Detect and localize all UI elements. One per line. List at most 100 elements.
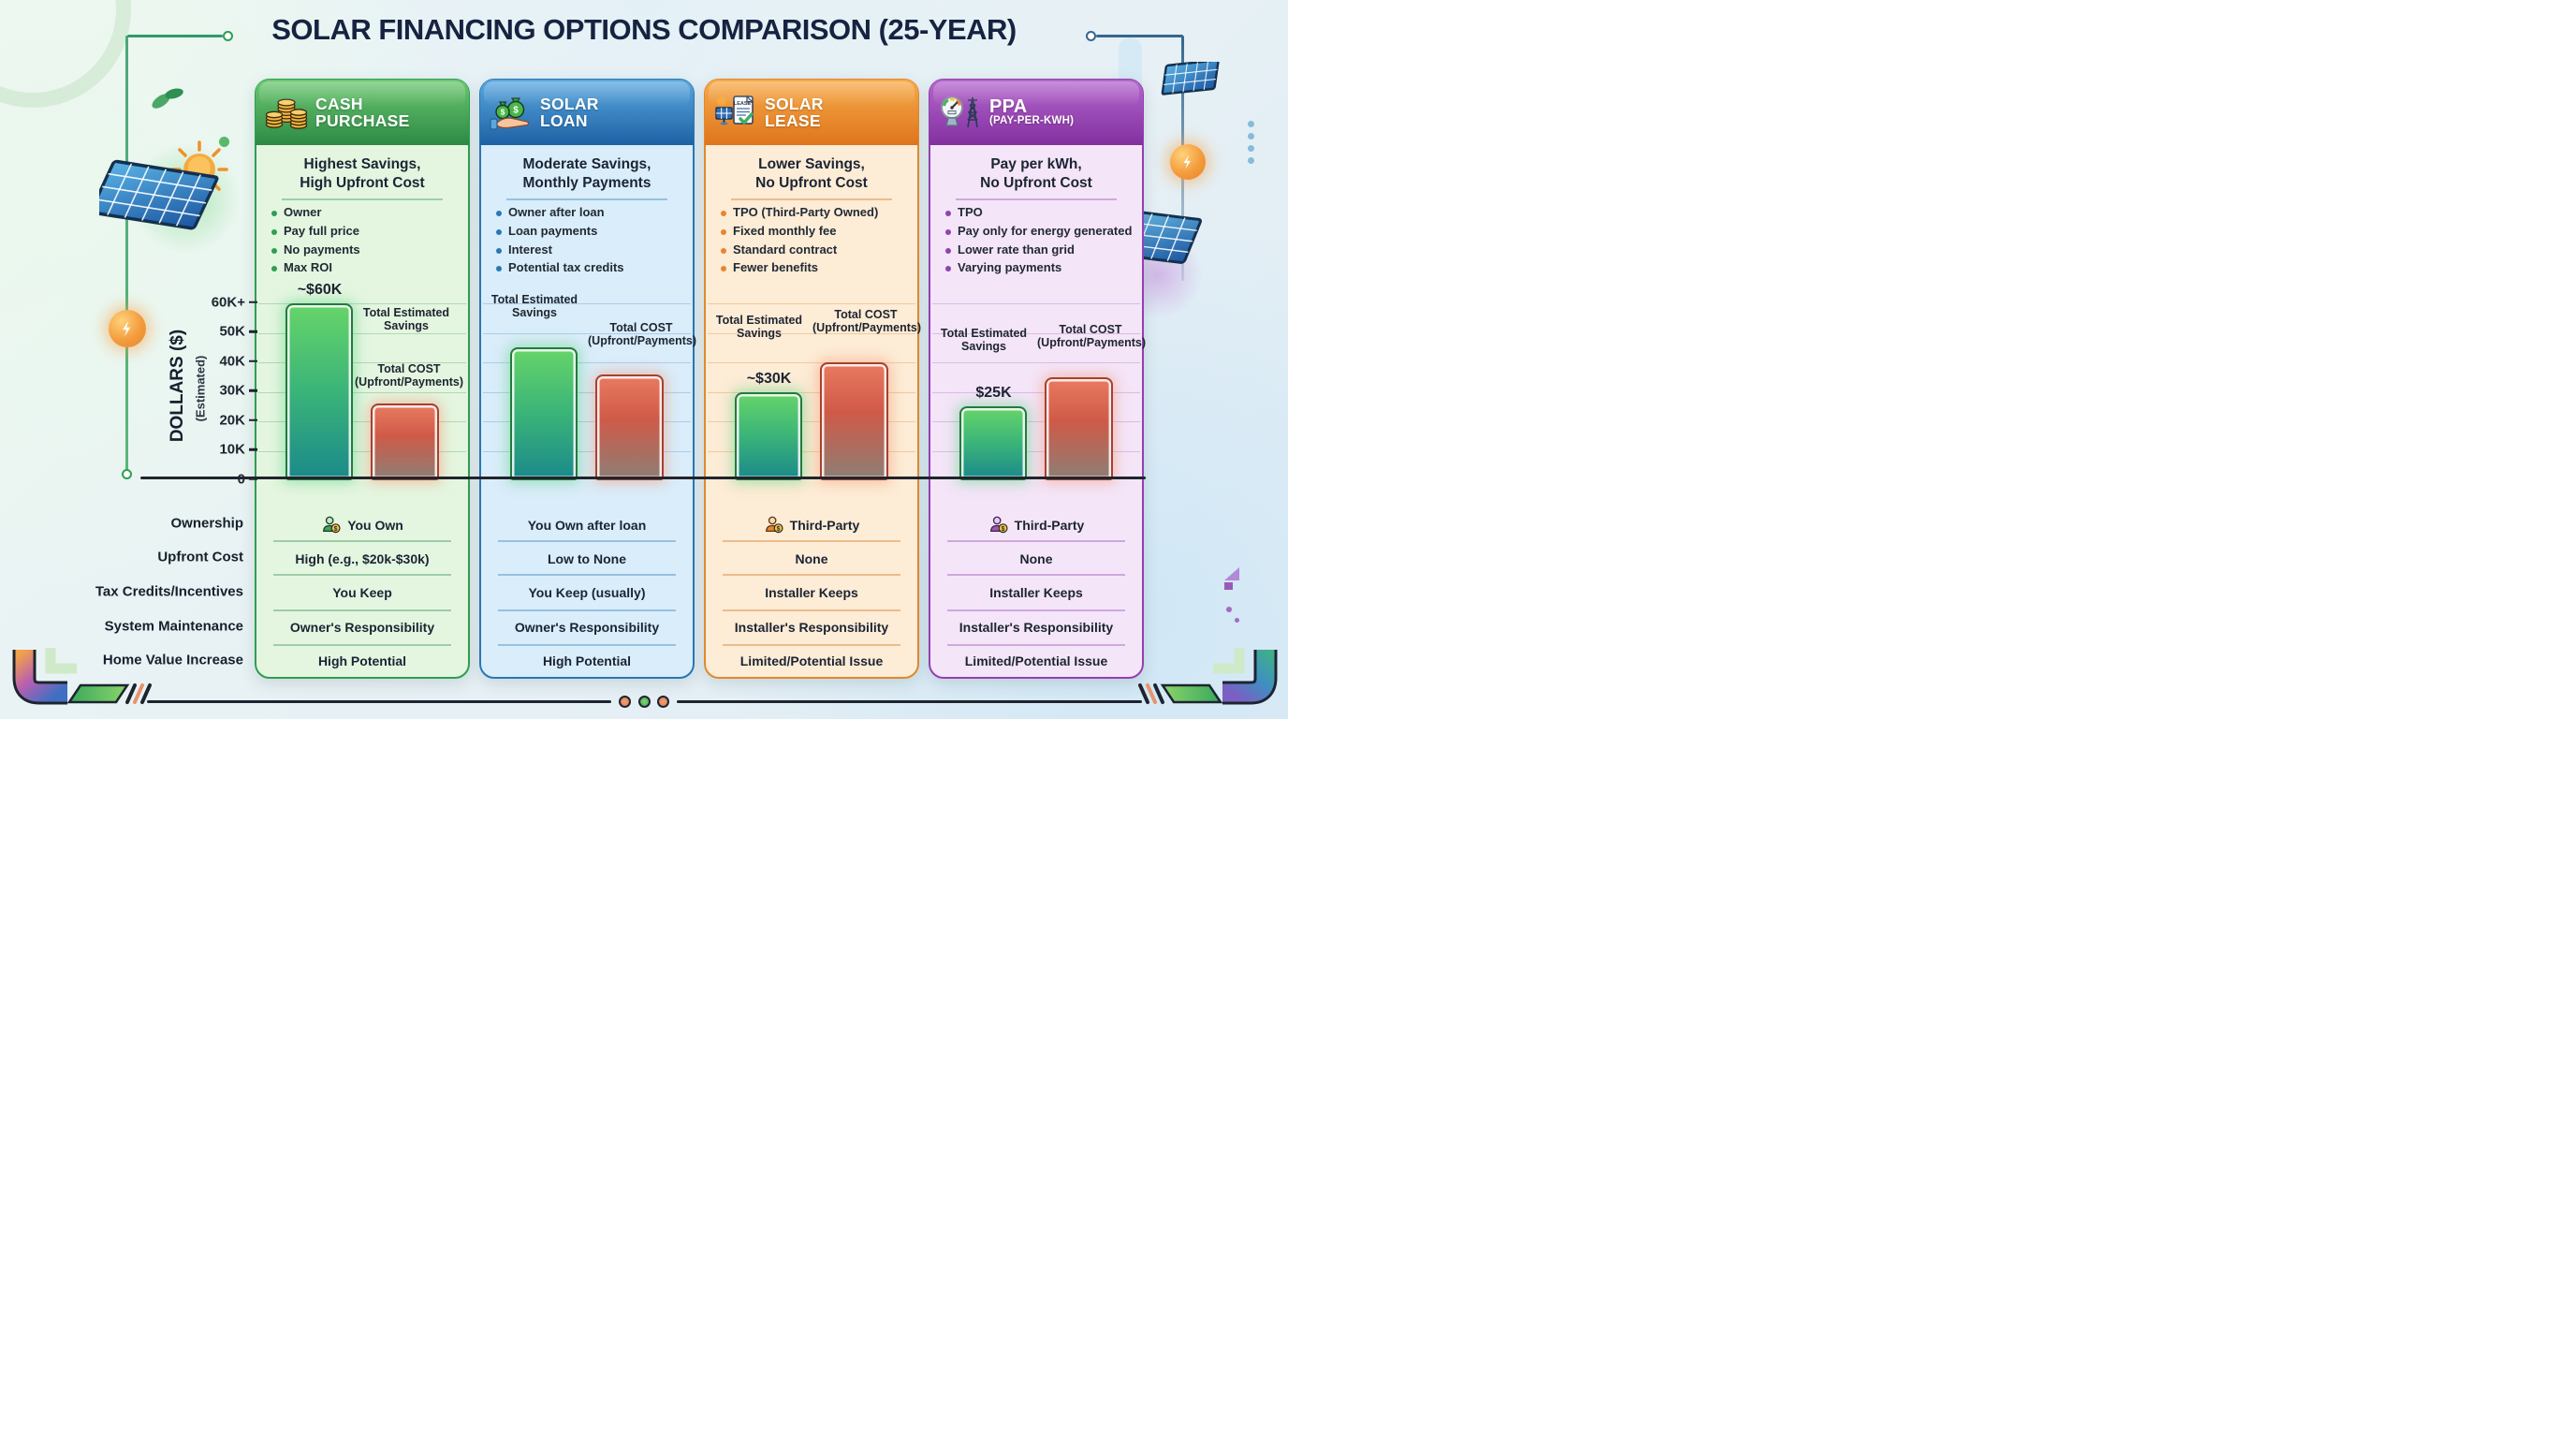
bottom-dot: [637, 695, 651, 708]
svg-text:$: $: [501, 108, 505, 117]
ownership-value: $ Third-Party: [934, 509, 1138, 541]
y-tick: 20K: [219, 412, 245, 428]
bullet-item: TPO (Third-Party Owned): [721, 205, 914, 220]
maintenance-value: Owner's Responsibility: [514, 620, 660, 635]
solar-panel-icon: [1161, 62, 1220, 95]
page-title: SOLAR FINANCING OPTIONS COMPARISON (25-Y…: [271, 13, 1017, 46]
cost-bar-label: Total COST (Upfront/Payments): [355, 362, 463, 389]
bullet-item: Pay only for energy generated: [945, 224, 1138, 239]
person-dollar-icon: $: [988, 515, 1009, 536]
y-axis-label: DOLLARS ($): [168, 329, 187, 443]
person-dollar-icon: $: [764, 515, 784, 536]
bullet-item: Interest: [496, 242, 689, 257]
coins-icon: [264, 92, 309, 133]
ownership-value: You Own after loan: [527, 518, 647, 533]
svg-text:$: $: [334, 526, 338, 533]
bullet-item: No payments: [271, 242, 464, 257]
bullet-item: Standard contract: [721, 242, 914, 257]
ownership-value: $ Third-Party: [710, 509, 914, 541]
savings-bar-label: Total Estimated Savings: [362, 306, 450, 332]
savings-bar: [285, 303, 353, 480]
maintenance-value: Owner's Responsibility: [289, 620, 435, 635]
cost-bar: [371, 404, 439, 480]
card-subtitle: Lower Savings, No Upfront Cost: [755, 156, 868, 192]
y-tick: 40K: [219, 353, 245, 369]
card-header: CASH PURCHASE: [256, 80, 469, 145]
cost-bar: [1045, 376, 1113, 480]
savings-bar-label: Total Estimated Savings: [940, 327, 1028, 353]
y-tick: 10K: [219, 441, 245, 458]
chart-baseline: [140, 477, 1146, 479]
connector-line: [127, 35, 223, 37]
card-subtitle: Moderate Savings, Monthly Payments: [522, 156, 651, 192]
tax-credits-value: Installer Keeps: [765, 585, 858, 600]
bar-chart-zone: Total Estimated Savings Total COST (Upfr…: [481, 293, 696, 480]
row-label-maintenance: System Maintenance: [104, 618, 243, 634]
bottom-rule-left: [147, 700, 611, 703]
bullet-item: Lower rate than grid: [945, 242, 1138, 257]
savings-value-label: $25K: [975, 385, 1012, 402]
cost-bar: [820, 362, 888, 480]
connector-line: [125, 36, 128, 474]
column-cash-purchase: CASH PURCHASE Highest Savings, High Upfro…: [255, 79, 470, 679]
svg-text:$: $: [513, 106, 519, 116]
card-header: $ $ SOLAR LOAN: [480, 80, 694, 145]
bottom-rule-right: [677, 700, 1142, 703]
bullet-item: Max ROI: [271, 260, 464, 275]
bullet-item: Fewer benefits: [721, 260, 914, 275]
feature-bullets: Owner Pay full price No payments Max ROI: [271, 205, 464, 279]
card-title: CASH PURCHASE: [315, 94, 410, 130]
svg-text:$: $: [776, 526, 780, 533]
upfront-cost-value: None: [795, 551, 828, 566]
bullet-item: Owner after loan: [496, 205, 689, 220]
row-value: You Own: [347, 518, 403, 533]
bullet-item: Potential tax credits: [496, 260, 689, 275]
column-solar-lease: LEASE SOLAR LEASE Lower Savings, No Upfro…: [704, 79, 921, 679]
person-dollar-icon: $: [321, 515, 342, 536]
home-value-value: High Potential: [542, 653, 632, 668]
savings-bar-label: Total Estimated Savings: [490, 293, 578, 319]
connector-ring-bottom-left: [122, 469, 132, 479]
row-label-ownership: Ownership: [170, 515, 243, 531]
feature-bullets: Owner after loan Loan payments Interest …: [496, 205, 689, 279]
ownership-value: $ You Own: [260, 509, 464, 541]
home-value-value: High Potential: [317, 653, 407, 668]
row-label-home-value: Home Value Increase: [102, 652, 243, 668]
feature-bullets: TPO (Third-Party Owned) Fixed monthly fe…: [721, 205, 914, 279]
svg-text:LEASE: LEASE: [734, 101, 752, 107]
purple-shape: [1224, 567, 1239, 590]
card-title: SOLAR LEASE: [765, 94, 824, 130]
home-value-value: Limited/Potential Issue: [739, 653, 884, 668]
savings-value-label: ~$60K: [297, 282, 343, 298]
savings-bar: [959, 406, 1027, 480]
card-header: PPA (PAY-PER-KWH): [929, 80, 1143, 145]
connector-line: [1096, 35, 1183, 37]
y-tick: 50K: [219, 323, 245, 340]
upfront-cost-value: High (e.g., $20k-$30k): [295, 551, 430, 566]
savings-bar: [735, 391, 802, 480]
money-bags-hand-icon: $ $: [489, 92, 534, 133]
y-tick: 30K: [219, 382, 245, 399]
card-header: LEASE SOLAR LEASE: [705, 80, 918, 145]
upfront-cost-value: Low to None: [548, 551, 626, 566]
bullet-item: TPO: [945, 205, 1138, 220]
feature-bullets: TPO Pay only for energy generated Lower …: [945, 205, 1138, 279]
y-tick: 60K+: [211, 294, 245, 310]
title-connector-ring-right: [1086, 31, 1096, 41]
row-label-tax-credits: Tax Credits/Incentives: [95, 583, 243, 599]
cost-bar-label: Total COST (Upfront/Payments): [1037, 323, 1146, 349]
leaf-icon: [152, 88, 183, 109]
bullet-item: Owner: [271, 205, 464, 220]
card-subtitle: Pay per kWh, No Upfront Cost: [980, 156, 1092, 192]
row-value: Third-Party: [789, 518, 860, 533]
row-label-upfront-cost: Upfront Cost: [157, 549, 243, 565]
bottom-dot: [657, 695, 669, 708]
home-value-value: Limited/Potential Issue: [964, 653, 1108, 668]
corner-ornament-right: [1138, 648, 1278, 705]
green-dot: [219, 137, 229, 147]
corner-ornament-left: [12, 648, 152, 705]
bullet-item: Pay full price: [271, 224, 464, 239]
cost-bar-label: Total COST (Upfront/Payments): [588, 321, 696, 347]
bar-chart-zone: ~$60K Total Estimated Savings Total COST…: [256, 282, 468, 480]
column-solar-loan: $ $ SOLAR LOAN Moderate Savings, Monthly …: [479, 79, 696, 679]
